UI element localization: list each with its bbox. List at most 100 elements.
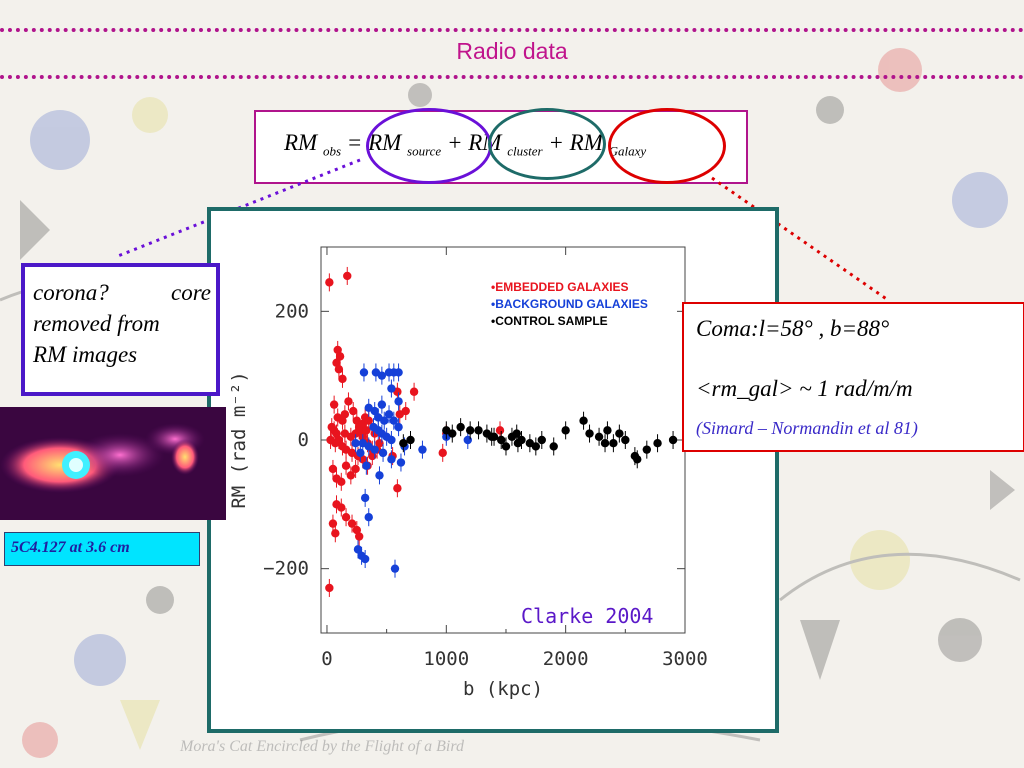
data-point (603, 426, 612, 435)
data-point (512, 429, 521, 438)
corona-line-2: removed from (33, 311, 160, 336)
data-point (384, 410, 394, 419)
y-tick-label: −200 (263, 558, 309, 580)
data-point (337, 477, 346, 487)
data-point (390, 564, 400, 573)
data-point (387, 384, 396, 393)
data-point (338, 374, 347, 384)
legend-entry: •EMBEDDED GALAXIES (491, 280, 629, 294)
galaxy-ring (608, 108, 726, 184)
data-point (346, 471, 356, 480)
data-point (334, 365, 344, 374)
x-tick-label: 2000 (543, 648, 589, 670)
data-point (340, 410, 350, 419)
data-point (329, 400, 339, 409)
data-point (549, 442, 558, 451)
coma-rm-gal: <rm_gal> ~ 1 rad/m/m (696, 376, 913, 401)
data-point (362, 461, 371, 470)
data-point (359, 368, 369, 377)
data-point (360, 493, 370, 503)
data-point (463, 435, 472, 445)
data-point (399, 439, 408, 448)
data-point (409, 387, 419, 396)
data-point (418, 445, 427, 454)
data-point (474, 426, 483, 435)
data-point (394, 397, 403, 406)
data-point (343, 271, 352, 281)
data-point (621, 435, 630, 445)
artwork-caption: Mora's Cat Encircled by the Flight of a … (180, 738, 464, 755)
data-point (334, 435, 344, 445)
formula-sub-obs: obs (322, 143, 342, 159)
data-point (668, 435, 678, 445)
data-point (609, 439, 618, 448)
formula-equals: = (346, 130, 363, 155)
data-point (353, 545, 363, 554)
data-point (360, 554, 370, 564)
coma-coordinates: Coma:l=58° , b=88° (696, 316, 890, 341)
data-point (642, 445, 652, 454)
data-point (351, 439, 360, 448)
legend-entry: •CONTROL SAMPLE (491, 314, 608, 328)
data-point (438, 448, 447, 458)
data-point (653, 439, 662, 448)
data-point (337, 503, 346, 512)
data-point (370, 445, 379, 454)
data-point (501, 442, 511, 451)
data-point (328, 464, 338, 474)
corona-line-3: RM images (33, 342, 138, 367)
data-point (561, 426, 570, 435)
data-point (370, 406, 379, 416)
cluster-ring (488, 108, 606, 180)
chart-annotation: Clarke 2004 (521, 604, 653, 628)
data-point (537, 435, 546, 445)
data-point (354, 532, 364, 541)
corona-note-box: corona? core removed from RM images (21, 263, 220, 396)
data-point (387, 435, 396, 445)
formula-rm-obs: RM (284, 130, 318, 155)
data-point (495, 426, 505, 435)
data-point (585, 429, 594, 438)
data-point (377, 400, 387, 409)
y-axis-label: RM (rad m⁻²) (228, 371, 250, 508)
data-point (351, 464, 360, 474)
data-point (341, 461, 351, 470)
data-point (380, 416, 389, 425)
data-point (594, 432, 604, 441)
data-point (448, 429, 457, 438)
top-dotted-rule (0, 28, 1024, 32)
data-point (531, 442, 541, 451)
data-point (325, 583, 334, 593)
legend-entry: •BACKGROUND GALAXIES (491, 297, 648, 311)
data-point (497, 435, 506, 445)
rm-vs-impact-chart: 0 1000 2000 3000 −200 0 200 b (kpc) RM (rad m⁻²)… (228, 246, 708, 700)
data-point (396, 458, 406, 467)
corona-note: corona? core removed from RM images (33, 277, 211, 370)
data-point (465, 426, 475, 435)
data-point (513, 439, 523, 448)
data-point (349, 406, 358, 416)
data-point (615, 429, 624, 438)
data-point (328, 519, 338, 528)
corona-word-1: corona? (33, 280, 109, 305)
data-point (395, 410, 404, 419)
y-tick-label: 0 (298, 429, 309, 451)
data-point (354, 426, 364, 435)
source-ring (366, 108, 492, 184)
data-point (600, 439, 610, 448)
x-tick-label: 1000 (423, 648, 469, 670)
data-point (325, 278, 334, 287)
plot-frame: 0 1000 2000 3000 −200 0 200 b (kpc) RM (rad m⁻²)… (207, 207, 779, 733)
corona-word-2: core (170, 280, 211, 305)
data-point (331, 529, 340, 538)
formula-box: RM obs = RM source + RM cluster + RM Gal… (254, 108, 748, 184)
data-point (341, 513, 351, 522)
radio-source-image (0, 407, 226, 520)
data-point (456, 422, 465, 432)
data-point (393, 484, 402, 493)
data-point (364, 513, 373, 522)
data-point (394, 368, 403, 377)
bottom-dotted-rule (0, 75, 1024, 79)
data-point (378, 448, 388, 458)
data-point (377, 371, 387, 380)
